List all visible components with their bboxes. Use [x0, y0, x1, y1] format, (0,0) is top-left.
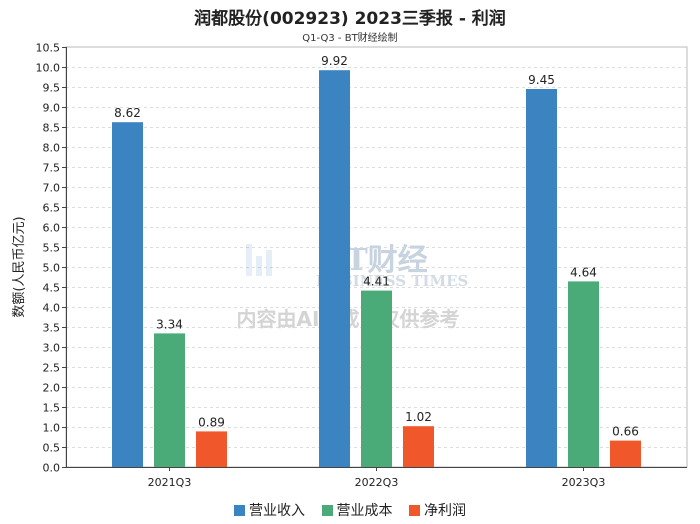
x-tick-label: 2022Q3: [355, 476, 399, 489]
y-tick-label: 6.0: [43, 222, 61, 235]
x-tick-label: 2021Q3: [148, 476, 192, 489]
y-axis-title: 数额(人民币亿元): [12, 216, 27, 317]
bar: [526, 89, 557, 467]
legend-swatch: [321, 505, 333, 516]
legend-item-revenue[interactable]: 营业收入: [234, 500, 305, 520]
chart-subtitle: Q1-Q3 - BT财经绘制: [302, 33, 398, 44]
y-tick-label: 10.5: [36, 42, 61, 55]
legend-swatch: [234, 505, 246, 516]
bar: [610, 440, 641, 467]
x-tick-label: 2023Q3: [562, 476, 606, 489]
y-tick-label: 7.5: [43, 162, 61, 175]
data-label: 9.92: [321, 54, 348, 68]
bar: [568, 281, 599, 467]
y-tick-label: 3.5: [43, 322, 61, 335]
legend-swatch: [408, 505, 420, 516]
y-tick-label: 0.0: [43, 462, 61, 475]
bar: [319, 70, 350, 467]
legend-label: 营业收入: [249, 503, 306, 519]
y-tick-label: 8.0: [43, 142, 61, 155]
legend-item-cost[interactable]: 营业成本: [321, 500, 393, 520]
watermark-brand-en: BUSINESS TIMES: [316, 272, 468, 290]
legend-label: 营业成本: [336, 503, 393, 519]
bar: [403, 426, 434, 467]
bar: [196, 431, 227, 467]
y-tick-label: 6.5: [43, 202, 61, 215]
y-tick-label: 3.0: [43, 342, 61, 355]
y-tick-label: 0.5: [43, 442, 61, 455]
y-tick-label: 2.0: [43, 382, 61, 395]
bar: [154, 333, 185, 467]
y-tick-label: 1.0: [43, 422, 61, 435]
bars: [112, 70, 641, 467]
watermark-logo-icon: [246, 244, 272, 276]
data-label: 8.62: [114, 106, 141, 120]
labels: 8.62 3.34 0.89 9.92 4.41 1.02 9.45 4.64 0.66: [114, 54, 639, 438]
y-tick-label: 9.0: [43, 102, 61, 115]
data-label: 1.02: [405, 410, 432, 424]
bar: [361, 290, 392, 467]
legend-label: 净利润: [423, 503, 466, 519]
y-tick-label: 10.0: [36, 62, 61, 75]
data-label: 0.89: [198, 415, 225, 429]
y-tick-label: 9.5: [43, 82, 61, 95]
y-tick-label: 1.5: [43, 402, 61, 415]
y-tick-label: 2.5: [43, 362, 61, 375]
bar: [112, 122, 143, 467]
data-label: 3.34: [156, 317, 183, 331]
data-label: 0.66: [612, 425, 639, 439]
data-label: 9.45: [528, 73, 555, 87]
y-tick-label: 5.5: [43, 242, 61, 255]
data-label: 4.64: [570, 265, 597, 279]
chart-title: 润都股份(002923) 2023三季报 - 利润: [194, 9, 506, 29]
y-tick-label: 8.5: [43, 122, 61, 135]
legend-item-net-profit[interactable]: 净利润: [408, 500, 466, 520]
axes: 0.0 0.5 1.0 1.5 2.0 2.5 3.0 3.5 4.0 4.5 5.0 5.5 6.0 6…: [36, 42, 687, 489]
y-tick-label: 7.0: [43, 182, 61, 195]
y-tick-label: 5.0: [43, 262, 61, 275]
y-tick-label: 4.0: [43, 302, 61, 315]
legend: 营业收入 营业成本 净利润: [0, 500, 700, 520]
y-tick-label: 4.5: [43, 282, 61, 295]
data-label: 4.41: [363, 275, 390, 289]
